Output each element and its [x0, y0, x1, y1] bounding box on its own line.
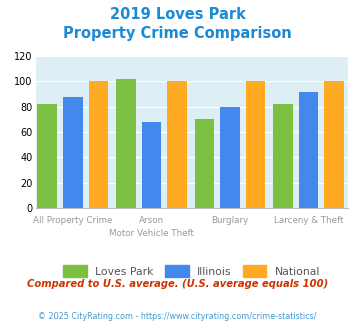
Bar: [220, 107, 240, 208]
Bar: [324, 82, 344, 208]
Text: Burglary: Burglary: [211, 216, 248, 225]
Bar: [63, 97, 83, 208]
Text: Arson: Arson: [139, 216, 164, 225]
Bar: [195, 119, 214, 208]
Bar: [299, 91, 318, 208]
Text: All Property Crime: All Property Crime: [33, 216, 113, 225]
Bar: [116, 79, 136, 208]
Text: Motor Vehicle Theft: Motor Vehicle Theft: [109, 229, 194, 238]
Text: 2019 Loves Park
Property Crime Comparison: 2019 Loves Park Property Crime Compariso…: [63, 7, 292, 41]
Bar: [38, 104, 57, 208]
Text: Larceny & Theft: Larceny & Theft: [274, 216, 343, 225]
Legend: Loves Park, Illinois, National: Loves Park, Illinois, National: [60, 262, 324, 280]
Text: Compared to U.S. average. (U.S. average equals 100): Compared to U.S. average. (U.S. average …: [27, 279, 328, 289]
Bar: [142, 122, 161, 208]
Bar: [246, 82, 266, 208]
Bar: [167, 82, 187, 208]
Text: © 2025 CityRating.com - https://www.cityrating.com/crime-statistics/: © 2025 CityRating.com - https://www.city…: [38, 312, 317, 321]
Bar: [273, 104, 293, 208]
Bar: [88, 82, 108, 208]
